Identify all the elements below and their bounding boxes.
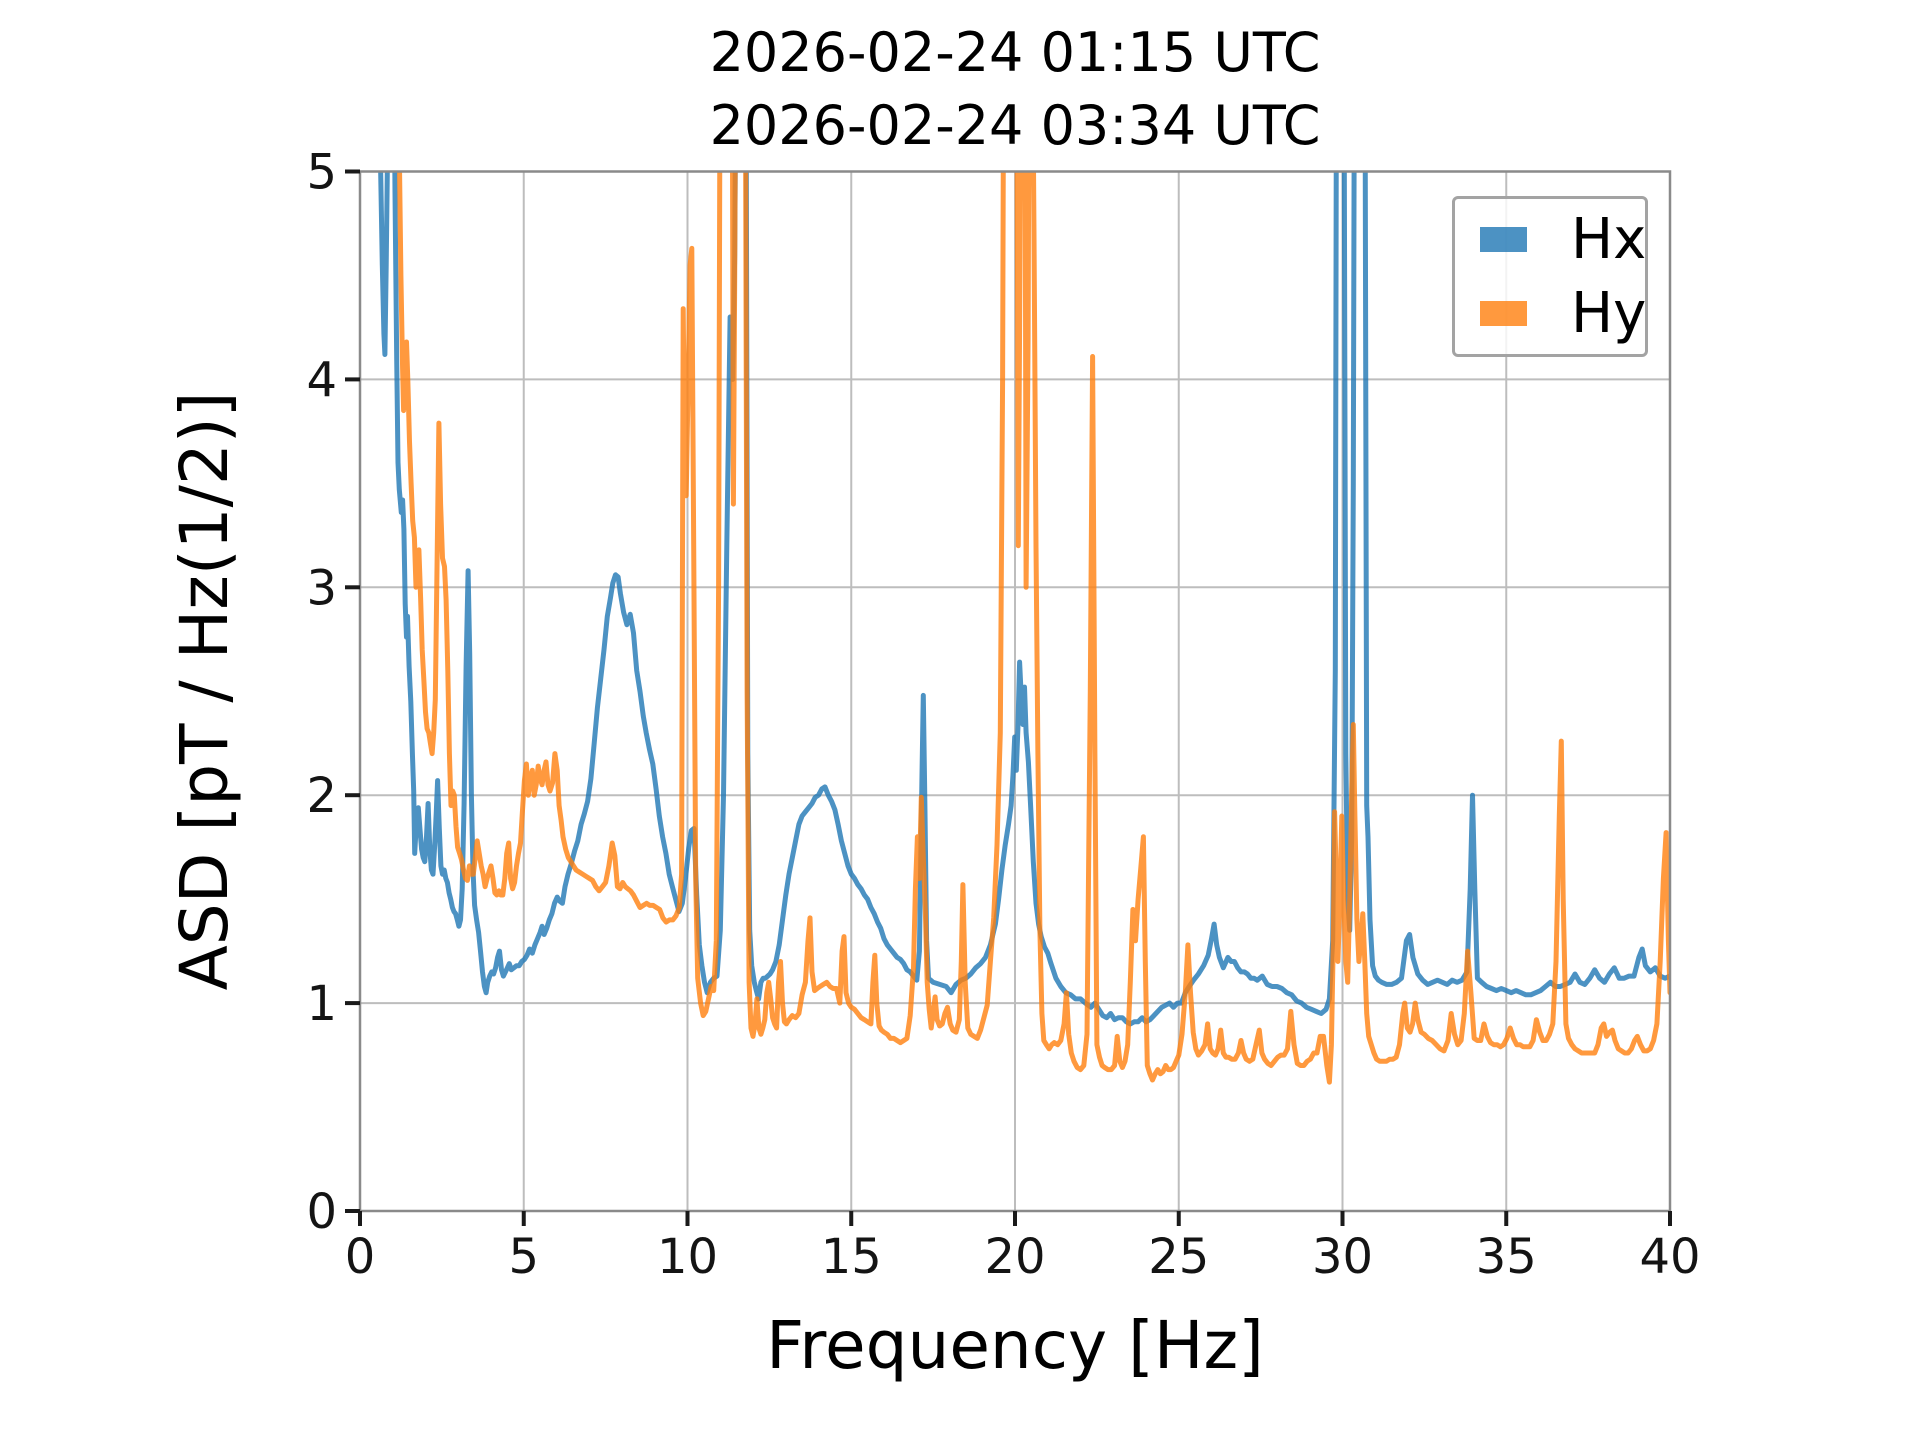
x-tick-label: 5 <box>508 1229 539 1285</box>
x-tick-label: 35 <box>1476 1229 1537 1285</box>
legend: Hx Hy <box>1452 196 1648 357</box>
page-title: 2026-02-24 01:15 UTC 2026-02-24 03:34 UT… <box>360 16 1670 162</box>
x-tick-label: 20 <box>984 1229 1045 1285</box>
x-tick-label: 10 <box>657 1229 718 1285</box>
y-tick-label: 4 <box>306 352 337 408</box>
y-axis-label: ASD [pT / Hz(1/2)] <box>166 391 243 991</box>
legend-label-hy: Hy <box>1571 280 1647 346</box>
x-tick-label: 40 <box>1639 1229 1700 1285</box>
x-tick-label: 30 <box>1312 1229 1373 1285</box>
legend-entry-hy: Hy <box>1480 280 1647 346</box>
x-tick-label: 0 <box>345 1229 376 1285</box>
y-tick-label: 0 <box>306 1184 337 1240</box>
plot-area <box>378 171 1670 1085</box>
legend-label-hx: Hx <box>1571 206 1647 272</box>
y-tick-label: 3 <box>306 560 337 616</box>
legend-entry-hx: Hx <box>1480 206 1647 272</box>
legend-swatch-hy <box>1480 301 1527 326</box>
series-hx-line <box>378 171 1670 1027</box>
x-tick-label: 15 <box>821 1229 882 1285</box>
y-tick-label: 1 <box>306 976 337 1032</box>
legend-swatch-hx <box>1480 227 1527 252</box>
y-tick-label: 2 <box>306 768 337 824</box>
series-hy-line <box>397 171 1670 1085</box>
x-axis-label: Frequency [Hz] <box>766 1307 1264 1384</box>
x-tick-label: 25 <box>1148 1229 1209 1285</box>
title-line-1: 2026-02-24 01:15 UTC <box>709 21 1321 84</box>
title-line-2: 2026-02-24 03:34 UTC <box>709 94 1321 157</box>
y-tick-label: 5 <box>306 145 337 201</box>
